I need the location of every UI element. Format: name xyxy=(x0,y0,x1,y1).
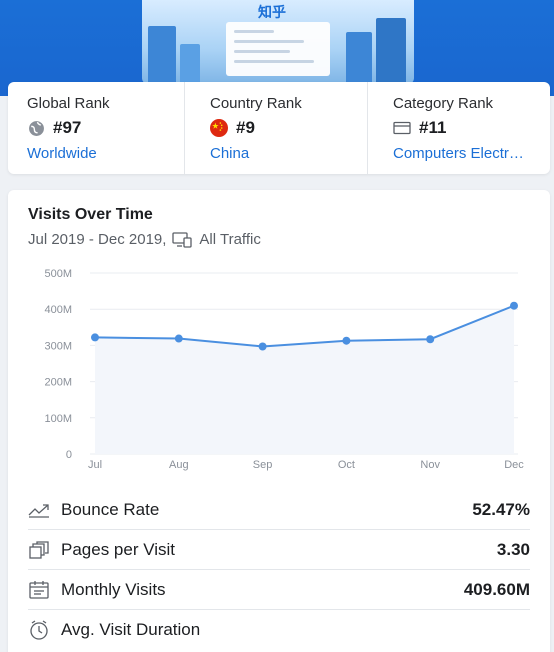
pages-per-visit-icon xyxy=(28,539,50,561)
country-rank-label: Country Rank xyxy=(210,95,302,112)
monthly-visits-row: Monthly Visits 409.60M xyxy=(28,570,530,610)
y-axis-ticks: 0 100M 200M 300M 400M 500M xyxy=(44,268,72,461)
y-tick-label: 300M xyxy=(44,340,72,352)
visits-title: Visits Over Time xyxy=(28,206,153,223)
x-tick-label: Aug xyxy=(169,459,189,471)
pages-per-visit-row: Pages per Visit 3.30 xyxy=(28,530,530,570)
visits-card: Visits Over Time Jul 2019 - Dec 2019, Al… xyxy=(8,190,550,652)
visits-subtitle: Jul 2019 - Dec 2019, All Traffic xyxy=(28,231,261,248)
worldwide-link[interactable]: Worldwide xyxy=(27,145,97,162)
devices-icon xyxy=(172,231,193,248)
category-link[interactable]: Computers Electr… xyxy=(393,145,524,162)
data-point[interactable] xyxy=(91,333,99,342)
y-tick-label: 0 xyxy=(66,449,72,461)
category-rank-label: Category Rank xyxy=(393,95,494,112)
data-points xyxy=(91,301,518,351)
bounce-rate-label: Bounce Rate xyxy=(61,499,160,519)
bounce-rate-value: 52.47% xyxy=(472,499,530,519)
x-axis-ticks: Jul Aug Sep Oct Nov Dec xyxy=(88,459,524,471)
visit-duration-icon xyxy=(28,619,50,641)
visit-duration-label: Avg. Visit Duration xyxy=(61,620,201,639)
china-link[interactable]: China xyxy=(210,145,250,162)
y-tick-label: 500M xyxy=(44,268,72,280)
monthly-visits-label: Monthly Visits xyxy=(61,579,166,599)
y-tick-label: 400M xyxy=(44,304,72,316)
global-rank-value: #97 xyxy=(53,118,82,137)
visits-chart: 0 100M 200M 300M 400M 500M Jul Aug Sep Oct Nov Dec xyxy=(44,268,524,471)
x-tick-label: Sep xyxy=(253,459,273,471)
pages-per-visit-label: Pages per Visit xyxy=(61,539,176,559)
x-tick-label: Dec xyxy=(504,459,524,471)
traffic-type: All Traffic xyxy=(199,231,261,248)
zhihu-logo: 知乎 xyxy=(258,5,286,21)
data-point[interactable] xyxy=(426,335,435,344)
global-rank-label: Global Rank xyxy=(27,95,110,112)
monthly-visits-value: 409.60M xyxy=(463,579,530,599)
site-header-banner: 知乎 xyxy=(0,0,554,96)
y-tick-label: 200M xyxy=(44,377,72,389)
data-point[interactable] xyxy=(258,342,267,351)
site-screenshot-thumbnail[interactable]: 知乎 xyxy=(142,0,414,84)
category-rank: Category Rank #11 Computers Electr… xyxy=(367,82,550,174)
pages-per-visit-value: 3.30 xyxy=(496,539,530,559)
category-rank-value: #11 xyxy=(419,118,447,137)
china-flag-icon xyxy=(210,119,228,137)
rank-summary-card: Global Rank #97 Worldwide Country Rank #… xyxy=(8,82,550,174)
visit-duration-row: Avg. Visit Duration xyxy=(28,610,530,650)
data-point[interactable] xyxy=(510,301,518,310)
data-point[interactable] xyxy=(342,336,351,345)
country-rank: Country Rank #9 China xyxy=(184,82,367,174)
data-point[interactable] xyxy=(174,334,183,343)
category-icon xyxy=(393,119,411,137)
country-rank-value: #9 xyxy=(236,118,255,137)
date-range: Jul 2019 - Dec 2019, xyxy=(28,231,167,248)
global-rank: Global Rank #97 Worldwide xyxy=(8,82,184,174)
monthly-visits-icon xyxy=(28,579,50,601)
globe-icon xyxy=(27,119,45,137)
bounce-rate-icon xyxy=(28,499,50,521)
x-tick-label: Oct xyxy=(338,459,355,471)
x-tick-label: Nov xyxy=(420,459,440,471)
x-tick-label: Jul xyxy=(88,459,102,471)
y-tick-label: 100M xyxy=(44,413,72,425)
visits-area xyxy=(95,305,514,454)
visits-line xyxy=(94,304,515,348)
bounce-rate-row: Bounce Rate 52.47% xyxy=(28,490,530,530)
thumbnail-panel xyxy=(226,22,330,76)
